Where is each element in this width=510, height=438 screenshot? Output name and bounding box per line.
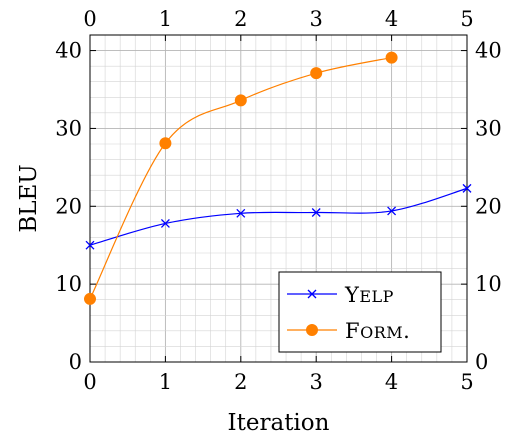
x-tick-label-top: 0 (83, 7, 96, 31)
legend-marker-form (307, 325, 318, 336)
y-tick-label-left: 10 (55, 272, 82, 296)
data-point-form (160, 138, 171, 149)
x-tick-label-bottom: 5 (460, 370, 473, 394)
series-layer (85, 52, 472, 304)
series-yelp (86, 184, 471, 249)
y-tick-label-right: 10 (475, 272, 502, 296)
y-tick-label-right: 0 (475, 350, 488, 374)
legend-label-yelp: YELP (344, 283, 394, 307)
x-tick-label-top: 2 (234, 7, 247, 31)
data-point-form (235, 95, 246, 106)
x-tick-label-top: 5 (460, 7, 473, 31)
y-tick-label-left: 20 (55, 194, 82, 218)
x-tick-label-bottom: 4 (385, 370, 398, 394)
x-tick-label-top: 1 (159, 7, 172, 31)
series-line-yelp (90, 188, 467, 245)
x-axis-label: Iteration (228, 410, 330, 436)
data-point-form (311, 68, 322, 79)
y-axis-label: BLEU (16, 164, 42, 232)
x-tick-label-top: 4 (385, 7, 398, 31)
legend-label-form: FORM. (345, 319, 410, 343)
x-tick-label-top: 3 (310, 7, 323, 31)
y-tick-label-right: 20 (475, 194, 502, 218)
y-tick-label-right: 40 (475, 39, 502, 63)
legend: YELP FORM. (279, 272, 441, 352)
data-point-form (85, 293, 96, 304)
x-tick-label-bottom: 2 (234, 370, 247, 394)
y-tick-label-left: 0 (69, 350, 82, 374)
x-tick-label-bottom: 0 (83, 370, 96, 394)
y-tick-label-left: 30 (55, 116, 82, 140)
x-tick-label-bottom: 1 (159, 370, 172, 394)
data-point-form (386, 52, 397, 63)
y-tick-label-right: 30 (475, 116, 502, 140)
y-tick-label-left: 40 (55, 39, 82, 63)
x-tick-label-bottom: 3 (310, 370, 323, 394)
